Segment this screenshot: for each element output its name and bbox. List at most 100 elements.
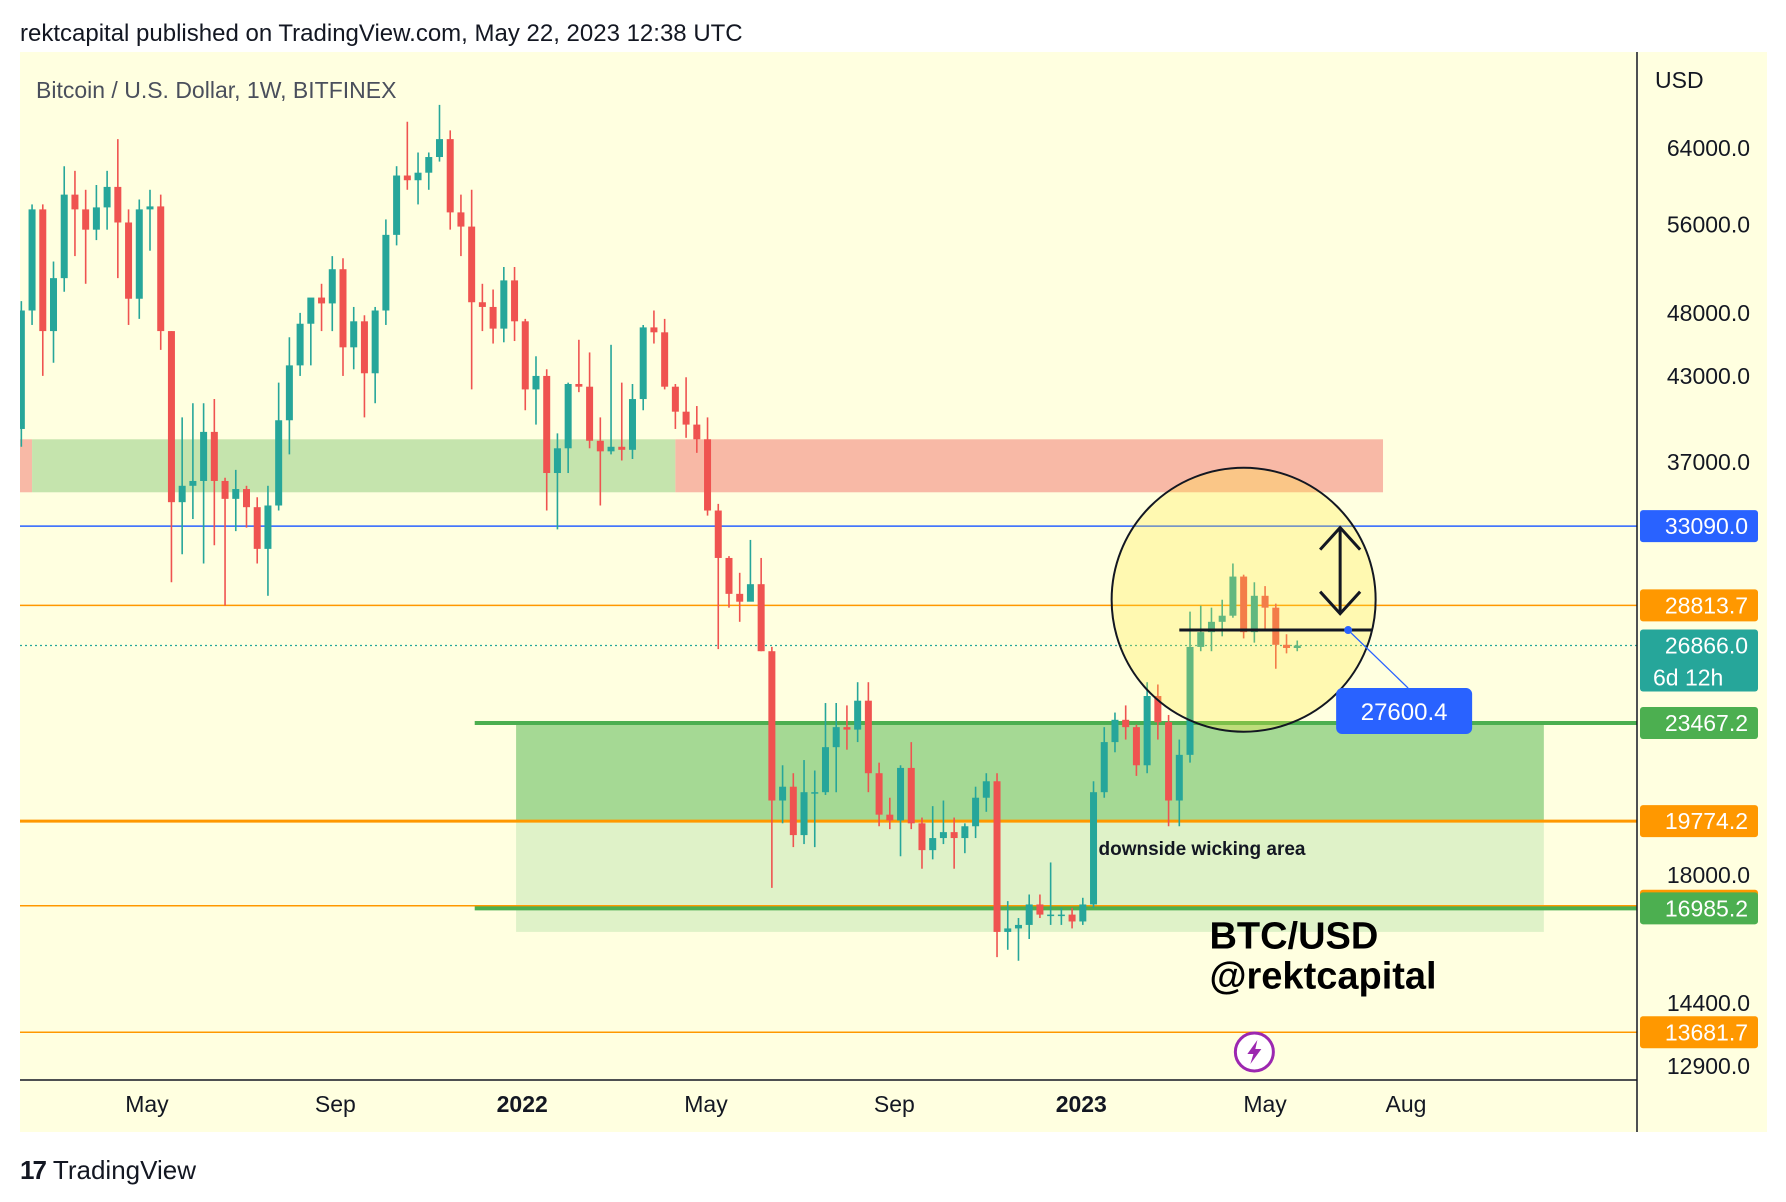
price-tick-label: 37000.0 (1667, 449, 1750, 475)
resistance-zone-segment-2 (675, 439, 1384, 493)
candle (757, 557, 765, 652)
candle-body (618, 446, 626, 450)
time-tick-label: Sep (874, 1091, 915, 1117)
annotations-layer: 27600.4 downside wicking area BTC/USD@rekt… (1099, 466, 1473, 1073)
candle (1100, 727, 1108, 798)
candle (1272, 603, 1280, 669)
candle-body (1079, 904, 1087, 922)
candle-body (811, 792, 819, 794)
candle (875, 762, 883, 827)
candle-body (972, 797, 980, 827)
candle (28, 204, 36, 325)
label-13681-box (1640, 1016, 1758, 1049)
candle-body (318, 297, 326, 304)
candle-body (918, 823, 926, 851)
time-tick-label: Aug (1386, 1091, 1427, 1117)
candle-body (1122, 719, 1130, 728)
candle-body (993, 781, 1001, 932)
label-33090-text: 33090.0 (1665, 513, 1748, 539)
candle (1154, 684, 1162, 740)
candle-body (1057, 914, 1065, 917)
candle (1036, 894, 1044, 919)
candle (521, 318, 529, 411)
candle-body (328, 269, 336, 304)
candle (725, 556, 733, 608)
candle-body (832, 727, 840, 748)
candle-body (157, 206, 165, 332)
label-26866-box (1640, 629, 1758, 692)
candle (457, 194, 465, 257)
candle (275, 382, 283, 511)
candle-body (1229, 576, 1237, 616)
candle (575, 339, 583, 393)
candle-body (757, 584, 765, 652)
candle-body (28, 209, 36, 311)
candle-body (961, 826, 969, 839)
candle (468, 189, 476, 390)
candle-body (1154, 696, 1162, 723)
candle-body (242, 489, 250, 508)
candle-body (1143, 696, 1151, 766)
candle-body (854, 700, 862, 730)
label-23467-text: 23467.2 (1665, 710, 1748, 736)
candle (628, 383, 636, 459)
candle (1025, 894, 1033, 939)
candle (950, 817, 958, 869)
candle (50, 261, 58, 363)
candle (393, 166, 401, 246)
candle-body (682, 411, 690, 425)
candle (1111, 712, 1119, 753)
label-28813-text: 28813.7 (1665, 592, 1748, 618)
candle-body (1111, 719, 1119, 743)
candle-body (639, 327, 647, 400)
watermark-pair: BTC/USD (1209, 915, 1378, 957)
candle (135, 199, 143, 319)
candle-body (939, 832, 947, 839)
label-19774-text: 19774.2 (1665, 808, 1748, 834)
price-axis[interactable]: 64000.0 56000.0 48000.0 43000.0 37000.0 18000… (1667, 135, 1750, 1079)
price-tick-label: 56000.0 (1667, 212, 1750, 238)
candle (736, 572, 744, 622)
time-tick-label: 2023 (1056, 1091, 1107, 1117)
candle (650, 310, 658, 344)
candle (307, 297, 315, 366)
candle-body (607, 446, 615, 452)
candle (1197, 605, 1205, 652)
candle (779, 765, 787, 824)
candle-body (586, 386, 594, 441)
candle-body (1283, 644, 1291, 648)
tradingview-footer[interactable]: 17 TradingView (20, 1152, 196, 1188)
candle (350, 306, 358, 370)
candle-body (360, 321, 368, 374)
candle (232, 469, 240, 532)
candle-body (1218, 615, 1226, 622)
candle-body (897, 767, 905, 821)
candle (1004, 901, 1012, 950)
candle-body (135, 209, 143, 299)
candle (511, 267, 519, 342)
candle-body (71, 194, 79, 210)
candle-body (886, 814, 894, 821)
candle-body (768, 651, 776, 801)
support-box-upper (516, 723, 1544, 822)
candle-body (500, 280, 508, 329)
price-tick-label: 14400.0 (1667, 990, 1750, 1016)
candle-body (403, 175, 411, 181)
time-axis[interactable]: May Sep 2022 May Sep 2023 May Aug (125, 1091, 1426, 1117)
candle-body (714, 510, 722, 558)
candle (382, 219, 390, 325)
price-labels-layer: 33090.0 28813.7 26866.0 6d 12h 23467.2 19774.… (1640, 510, 1758, 1049)
candle-body (511, 280, 519, 322)
candle (1186, 611, 1194, 763)
candle-body (1240, 576, 1248, 633)
candle (1175, 739, 1183, 827)
published-header: rektcapital published on TradingView.com… (20, 20, 743, 47)
time-scale-background[interactable] (20, 1080, 1637, 1132)
label-16985-text: 16985.2 (1665, 895, 1748, 921)
candle-body (543, 375, 551, 474)
candle (210, 399, 218, 546)
time-tick-label: May (684, 1091, 728, 1117)
candle-body (746, 584, 754, 602)
candle (125, 209, 133, 325)
